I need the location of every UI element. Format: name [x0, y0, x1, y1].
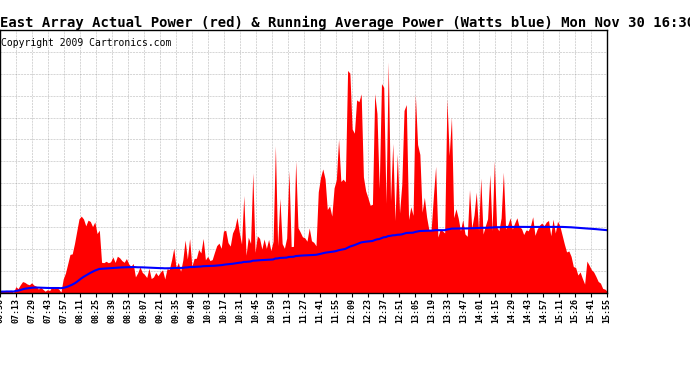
Text: Copyright 2009 Cartronics.com: Copyright 2009 Cartronics.com — [1, 38, 172, 48]
Text: East Array Actual Power (red) & Running Average Power (Watts blue) Mon Nov 30 16: East Array Actual Power (red) & Running … — [0, 16, 690, 30]
